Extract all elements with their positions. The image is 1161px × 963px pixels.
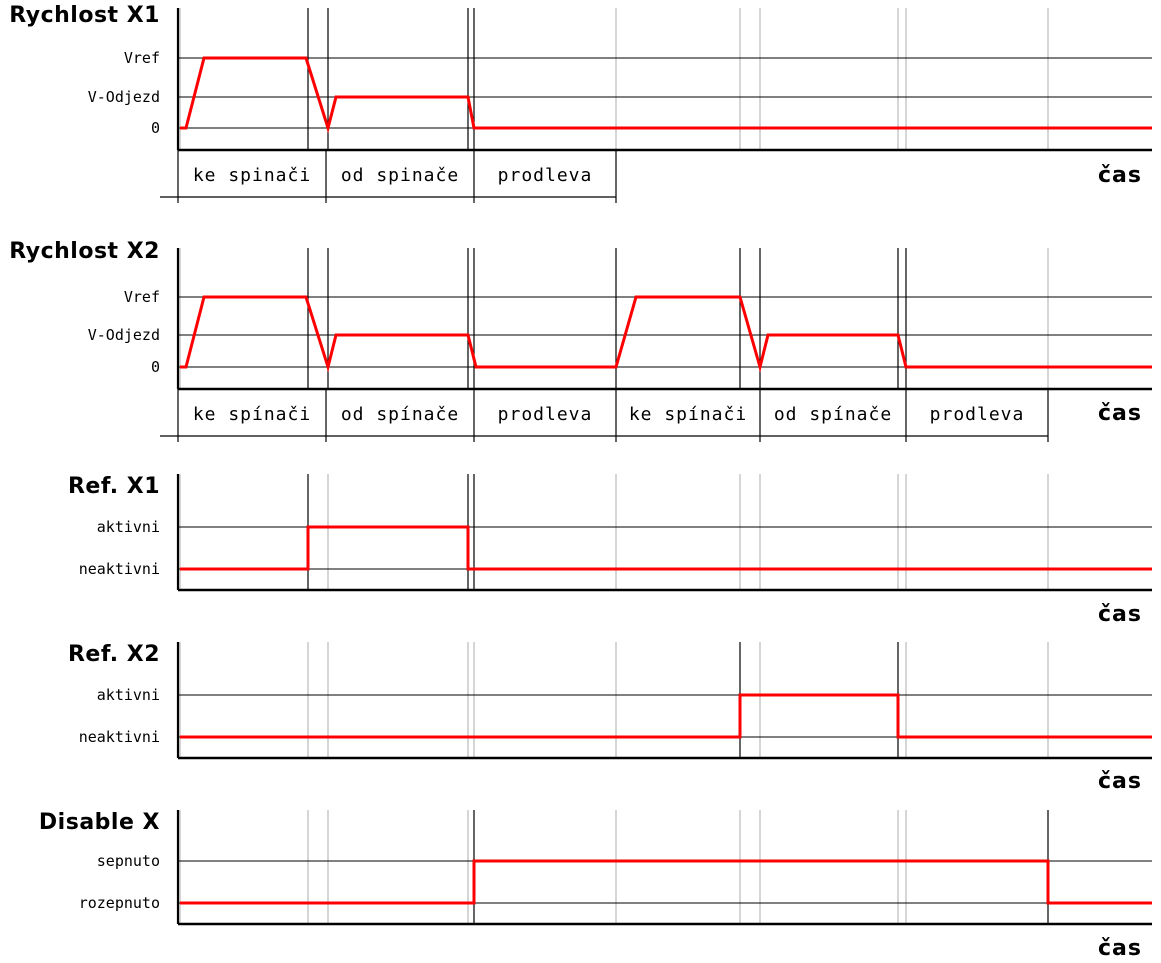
- level-label: 0: [151, 119, 160, 137]
- level-label: Vref: [124, 49, 160, 67]
- panel-rychlost-x1: Rychlost X1 Vref V-Odjezd 0 ke spinači od spi…: [9, 3, 1152, 203]
- panel-title: Ref. X1: [68, 474, 160, 499]
- phase-label: od spínače: [341, 404, 459, 425]
- time-axis-label: čas: [1098, 769, 1142, 794]
- time-axis-label: čas: [1098, 401, 1142, 426]
- panel-rychlost-x2: Rychlost X2 Vref V-Odjezd 0 ke spínači od spí…: [9, 239, 1152, 442]
- time-axis-label: čas: [1098, 163, 1142, 188]
- level-label: aktivni: [97, 518, 160, 536]
- panel-disable-x: Disable X sepnuto rozepnuto čas: [39, 810, 1152, 961]
- panel-title: Ref. X2: [68, 642, 160, 667]
- level-label: sepnuto: [97, 852, 160, 870]
- phase-label: od spínače: [774, 404, 892, 425]
- level-label: V-Odjezd: [88, 88, 160, 106]
- signal-trace: [180, 295, 1152, 373]
- level-label: Vref: [124, 288, 160, 306]
- phase-label: ke spínači: [193, 404, 311, 425]
- time-axis-label: čas: [1098, 936, 1142, 961]
- panel-ref-x1: Ref. X1 aktivni neaktivni čas: [68, 474, 1152, 627]
- signal-trace: [180, 693, 1152, 739]
- phase-label: ke spínači: [629, 404, 747, 425]
- level-label: rozepnuto: [79, 894, 160, 912]
- signal-trace: [180, 56, 1152, 134]
- phase-label: prodleva: [498, 404, 593, 425]
- signal-trace: [180, 525, 1152, 571]
- level-label: aktivni: [97, 686, 160, 704]
- phase-label: od spinače: [341, 165, 459, 186]
- level-label: neaktivni: [79, 728, 160, 746]
- panel-title: Disable X: [39, 810, 160, 835]
- level-label: V-Odjezd: [88, 326, 160, 344]
- time-axis-label: čas: [1098, 602, 1142, 627]
- phase-label: ke spinači: [193, 165, 311, 186]
- phase-label: prodleva: [498, 165, 593, 186]
- phase-label: prodleva: [930, 404, 1025, 425]
- panel-ref-x2: Ref. X2 aktivni neaktivni čas: [68, 642, 1152, 794]
- signal-trace: [180, 859, 1152, 905]
- panel-title: Rychlost X1: [9, 3, 160, 28]
- level-label: neaktivni: [79, 560, 160, 578]
- level-label: 0: [151, 358, 160, 376]
- panel-title: Rychlost X2: [9, 239, 160, 264]
